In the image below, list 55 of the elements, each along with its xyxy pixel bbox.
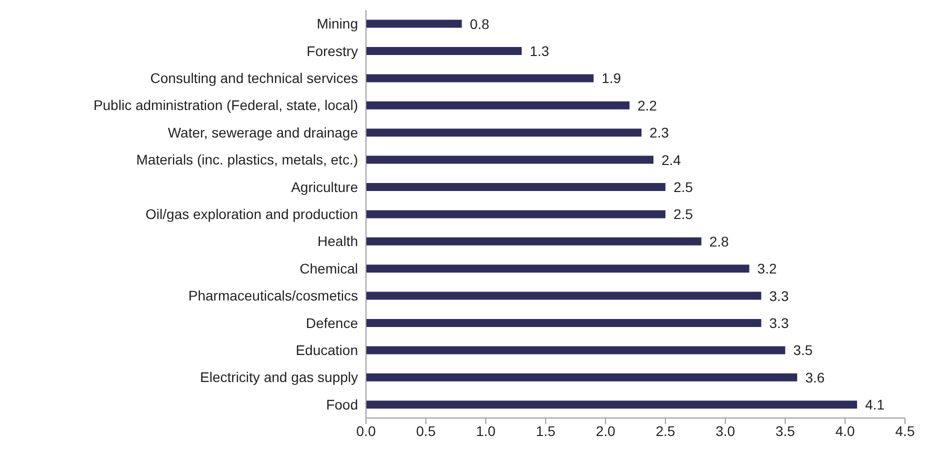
bar xyxy=(366,182,666,191)
y-tick-label: Water, sewerage and drainage xyxy=(168,124,358,140)
y-tick-label: Forestry xyxy=(306,42,358,59)
bar xyxy=(366,400,858,409)
bar xyxy=(366,156,654,164)
bar xyxy=(366,237,702,246)
data-label: 2.8 xyxy=(709,233,730,250)
data-label: 3.3 xyxy=(769,314,789,331)
data-label: 2.5 xyxy=(673,206,694,222)
bar xyxy=(366,210,666,218)
text: 3.5 xyxy=(775,422,795,439)
bar xyxy=(366,346,786,354)
text: 1.0 xyxy=(476,422,496,439)
y-tick-label: Chemical xyxy=(300,260,358,276)
y-tick-label: Mining xyxy=(316,16,358,32)
bar xyxy=(366,373,798,382)
data-label: 1.9 xyxy=(602,70,622,86)
text: 1.5 xyxy=(536,422,556,439)
bar xyxy=(366,20,462,28)
data-label: 2.5 xyxy=(673,178,694,195)
bar xyxy=(366,74,594,82)
bar xyxy=(366,292,762,300)
data-label: 3.5 xyxy=(793,342,813,358)
y-tick-label: Defence xyxy=(306,314,358,331)
y-tick-label: Public administration (Federal, state, local) xyxy=(93,97,358,114)
text: 0.0 xyxy=(356,422,376,439)
text: 2.0 xyxy=(596,422,616,439)
text: 4.0 xyxy=(835,422,855,439)
y-tick-label: Pharmaceuticals/cosmetics xyxy=(188,288,358,304)
y-tick-label: Education xyxy=(296,342,358,358)
data-label: 2.4 xyxy=(661,152,682,168)
y-tick-label: Electricity and gas supply xyxy=(200,369,358,386)
y-tick-label: Agriculture xyxy=(291,178,358,195)
data-label: 2.2 xyxy=(638,97,658,114)
data-label: 3.3 xyxy=(769,288,789,304)
y-tick-label: Oil/gas exploration and production xyxy=(146,206,358,222)
bar xyxy=(366,264,750,273)
data-label: 0.8 xyxy=(470,16,490,32)
y-tick-label: Materials (inc. plastics, metals, etc.) xyxy=(136,152,358,168)
data-label: 4.1 xyxy=(865,396,885,413)
data-label: 1.3 xyxy=(530,42,550,59)
text: 2.5 xyxy=(656,422,676,439)
y-tick-label: Food xyxy=(326,396,358,412)
y-tick-label: Consulting and technical services xyxy=(150,70,358,86)
bar xyxy=(366,46,522,55)
bar xyxy=(366,128,642,137)
y-tick-label: Health xyxy=(318,233,358,250)
data-label: 3.6 xyxy=(805,369,825,386)
text: 4.5 xyxy=(895,422,915,439)
data-label: 2.3 xyxy=(649,124,670,141)
data-label: 3.2 xyxy=(757,260,777,277)
text: 0.5 xyxy=(416,422,436,439)
text: 3.0 xyxy=(716,422,736,439)
bar xyxy=(366,101,630,110)
bar xyxy=(366,318,762,327)
